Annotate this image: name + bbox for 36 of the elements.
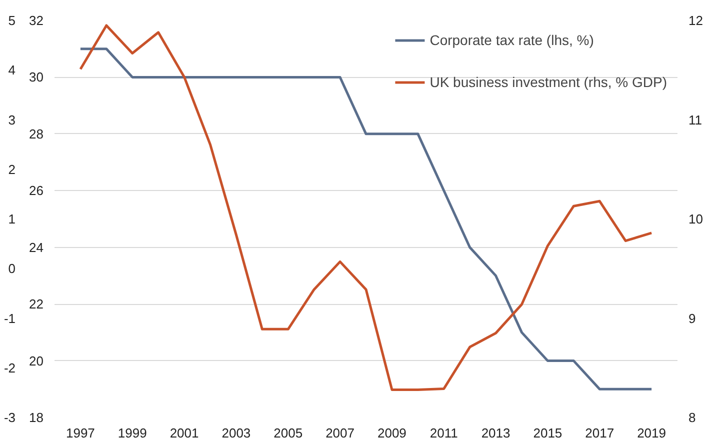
legend-label: Corporate tax rate (lhs, %) [430,32,594,48]
y3-tick-label: -3 [4,410,16,425]
y-tick-label: 22 [29,296,44,312]
y3-tick-label: 5 [8,13,16,28]
y2-tick-label: 12 [688,13,703,28]
x-tick-label: 2011 [430,426,458,440]
y-tick-label: 20 [29,353,44,368]
y3-tick-label: 3 [8,112,16,128]
x-tick-label: 2009 [378,426,406,440]
x-tick-label: 2017 [585,426,614,440]
y-tick-label: 24 [29,240,44,255]
x-tick-label: 1999 [118,426,147,440]
x-tick-label: 2019 [637,426,666,440]
y-tick-label: 30 [29,70,44,85]
x-tick-label: 2015 [533,426,562,440]
x-tick-label: 2005 [274,426,303,440]
y3-tick-label: -2 [4,360,16,376]
x-tick-label: 2007 [326,426,355,440]
x-tick-label: 2003 [222,426,251,440]
y-tick-label: 32 [29,13,44,28]
legend-label: UK business investment (rhs, % GDP) [430,74,667,90]
y2-tick-label: 10 [688,212,703,226]
y-tick-label: 28 [29,126,44,142]
y-tick-label: 26 [29,183,44,198]
y2-tick-label: 8 [688,410,696,425]
y3-tick-label: -1 [4,310,16,326]
y3-tick-label: 2 [8,162,16,177]
y3-tick-label: 0 [8,261,16,276]
x-tick-label: 1997 [66,426,95,440]
y-tick-label: 18 [29,410,44,425]
y2-tick-label: 9 [688,310,696,326]
y3-tick-label: 4 [8,62,16,78]
x-tick-label: 2013 [481,426,510,440]
y3-tick-label: 1 [8,212,16,226]
y2-tick-label: 11 [688,112,702,128]
x-tick-label: 2001 [170,426,199,440]
